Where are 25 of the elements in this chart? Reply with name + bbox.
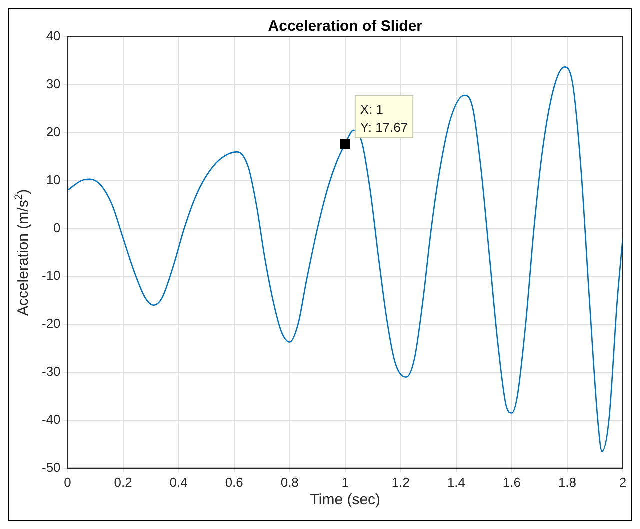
y-tick-label: -10 [42,268,61,284]
y-tick-label: -50 [42,460,61,475]
y-tick-label: 30 [46,76,61,92]
x-tick-label: 0.6 [225,474,244,490]
annotation: X: 1 Y: 17.67 [360,102,408,136]
x-tick-label: 1.6 [502,474,521,490]
x-tick-label: 1.4 [447,474,466,490]
y-axis-title: Acceleration (m/s2) [12,189,32,316]
y-tick-label: -20 [42,316,61,332]
x-tick-label: 0.4 [170,474,188,490]
chart-title: Acceleration of Slider [268,18,423,35]
x-tick-label: 1.8 [558,474,577,490]
x-axis-title: Time (sec) [310,491,381,508]
y-tick-label: -40 [42,412,61,428]
x-tick-label: 1 [342,474,350,490]
y-tick-label: 10 [46,172,61,188]
x-tick-label: 1.2 [392,474,410,490]
y-tick-label: 40 [46,28,61,44]
x-tick-label: 0.2 [114,474,132,490]
x-tick-label: 0.8 [280,474,299,490]
y-tick-label: 0 [54,220,61,236]
y-tick-label: 20 [46,124,61,140]
x-tick-label: 2 [619,474,627,490]
x-tick-label: 0 [64,474,72,490]
y-tick-label: -30 [42,364,61,380]
